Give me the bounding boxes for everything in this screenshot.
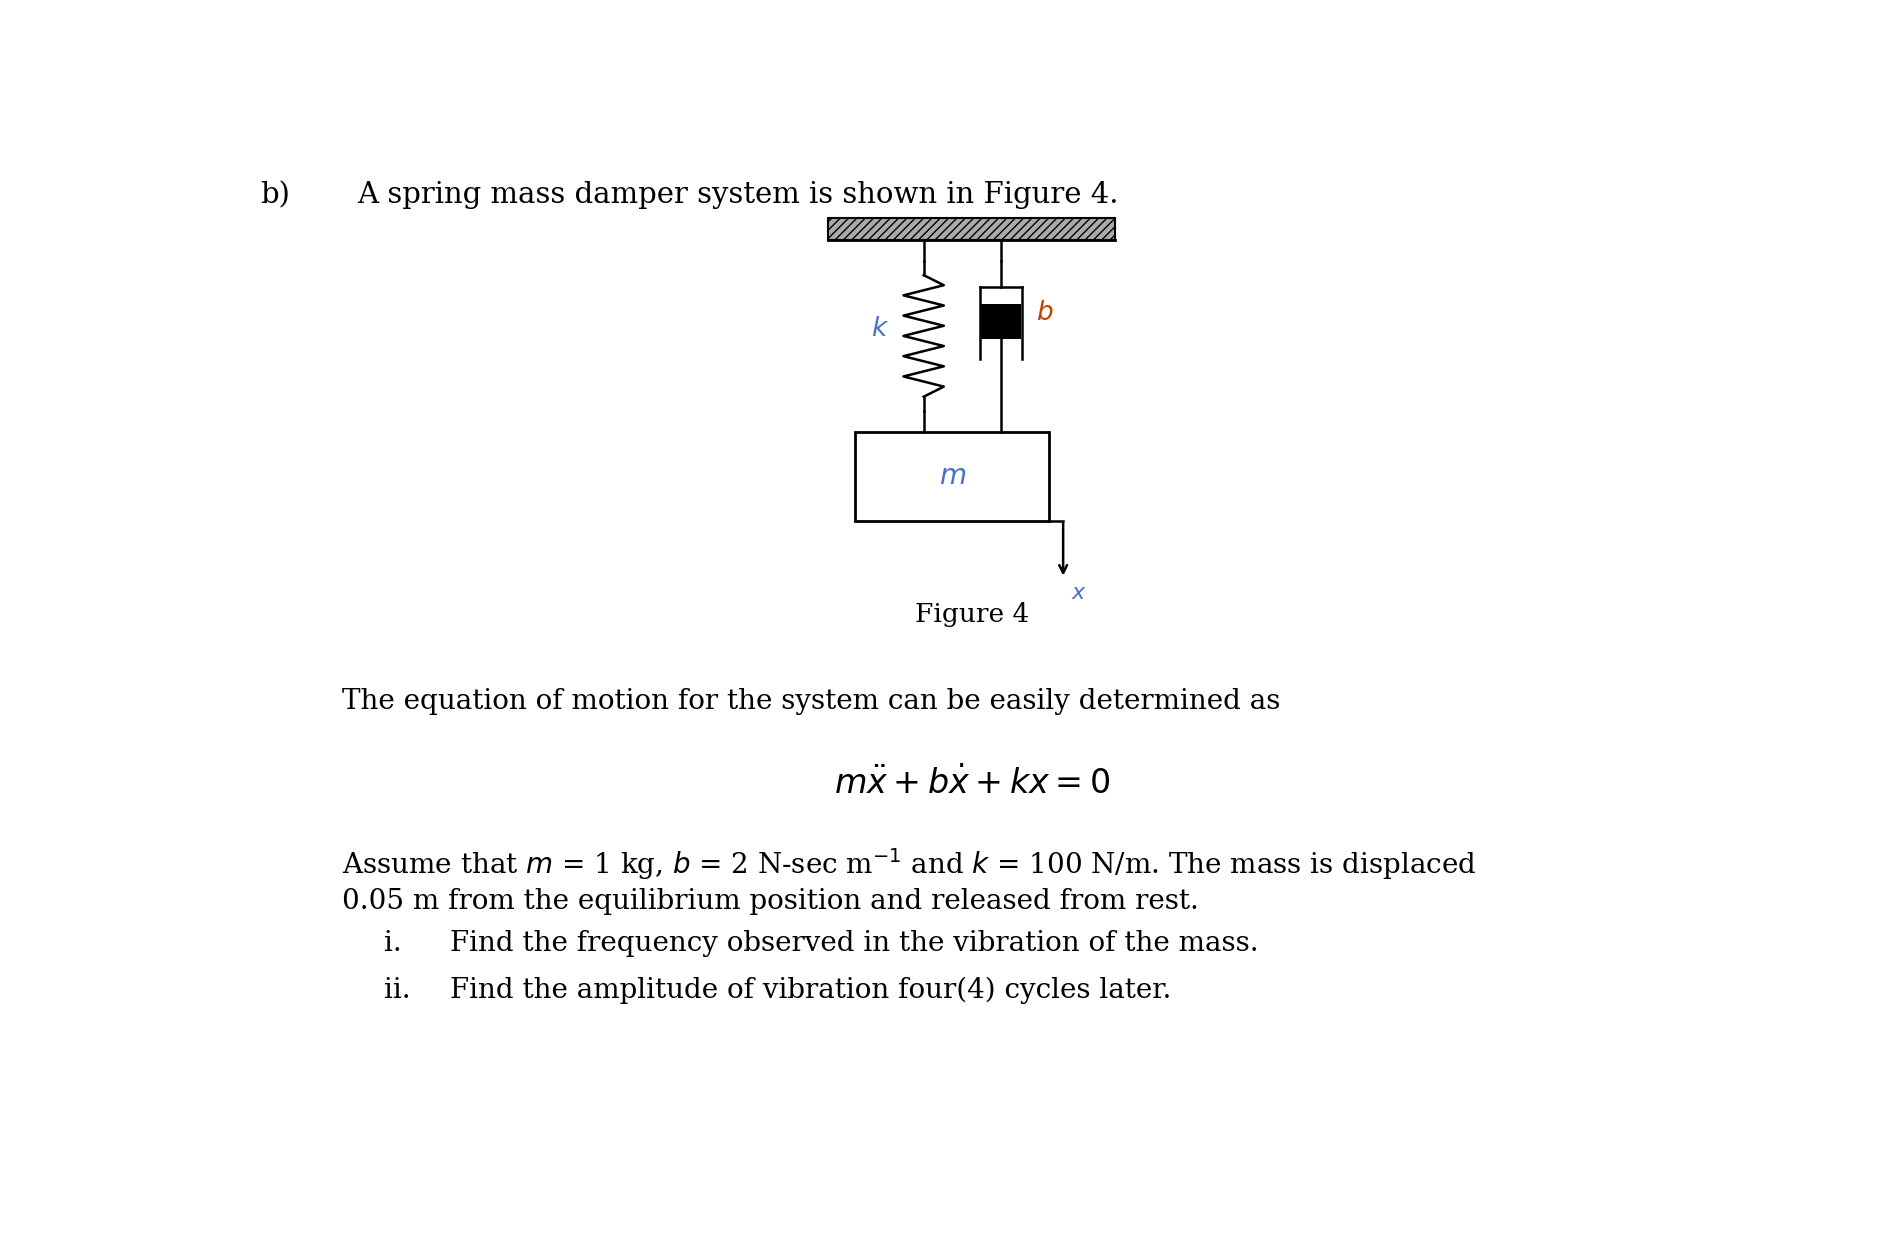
Text: A spring mass damper system is shown in Figure 4.: A spring mass damper system is shown in …: [356, 181, 1119, 210]
Text: $m\ddot{x} + b\dot{x} + kx = 0$: $m\ddot{x} + b\dot{x} + kx = 0$: [834, 766, 1109, 801]
Bar: [982, 304, 1020, 339]
Text: $k$: $k$: [870, 316, 889, 341]
Text: Find the amplitude of vibration four(4) cycles later.: Find the amplitude of vibration four(4) …: [449, 977, 1172, 1004]
Text: $x$: $x$: [1071, 583, 1086, 604]
Bar: [829, 218, 1115, 239]
Text: $b$: $b$: [1035, 300, 1054, 325]
Text: ii.: ii.: [385, 977, 411, 1003]
Text: Figure 4: Figure 4: [914, 601, 1030, 626]
Text: i.: i.: [385, 930, 402, 957]
Bar: [855, 433, 1048, 521]
Text: $m$: $m$: [939, 463, 965, 490]
Text: The equation of motion for the system can be easily determined as: The equation of motion for the system ca…: [341, 688, 1280, 714]
Text: Find the frequency observed in the vibration of the mass.: Find the frequency observed in the vibra…: [449, 930, 1259, 957]
Text: b): b): [260, 181, 290, 210]
Text: 0.05 m from the equilibrium position and released from rest.: 0.05 m from the equilibrium position and…: [341, 888, 1198, 915]
Text: Assume that $m$ = 1 kg, $b$ = 2 N-sec m$^{-1}$ and $k$ = 100 N/m. The mass is di: Assume that $m$ = 1 kg, $b$ = 2 N-sec m$…: [341, 846, 1477, 882]
